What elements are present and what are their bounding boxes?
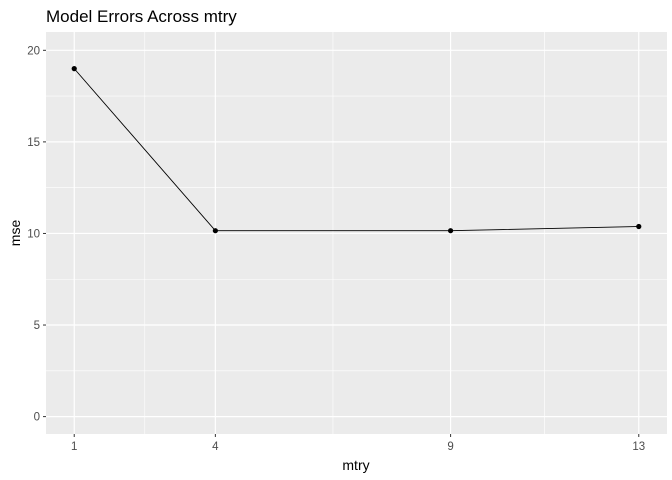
data-point [636, 223, 642, 230]
y-tick-label: 10 [27, 228, 40, 240]
y-tick-label: 20 [27, 45, 40, 57]
y-axis: 0 5 10 15 20 [27, 45, 46, 424]
x-axis: 1 4 9 13 [71, 434, 645, 453]
chart-title: Model Errors Across mtry [46, 7, 237, 26]
x-axis-title: mtry [342, 457, 369, 473]
y-axis-title: mse [7, 220, 23, 247]
data-points [71, 66, 642, 234]
y-tick-label: 15 [27, 137, 40, 149]
data-point [71, 66, 77, 72]
data-point [212, 228, 218, 234]
x-tick-label: 13 [632, 441, 645, 453]
y-tick-label: 5 [34, 320, 40, 332]
series-line-mse [73, 68, 639, 232]
data-point [447, 228, 454, 234]
x-tick-label: 9 [447, 441, 453, 453]
x-tick-label: 4 [212, 441, 219, 453]
y-tick-label: 0 [34, 412, 40, 424]
x-tick-label: 1 [71, 441, 77, 453]
